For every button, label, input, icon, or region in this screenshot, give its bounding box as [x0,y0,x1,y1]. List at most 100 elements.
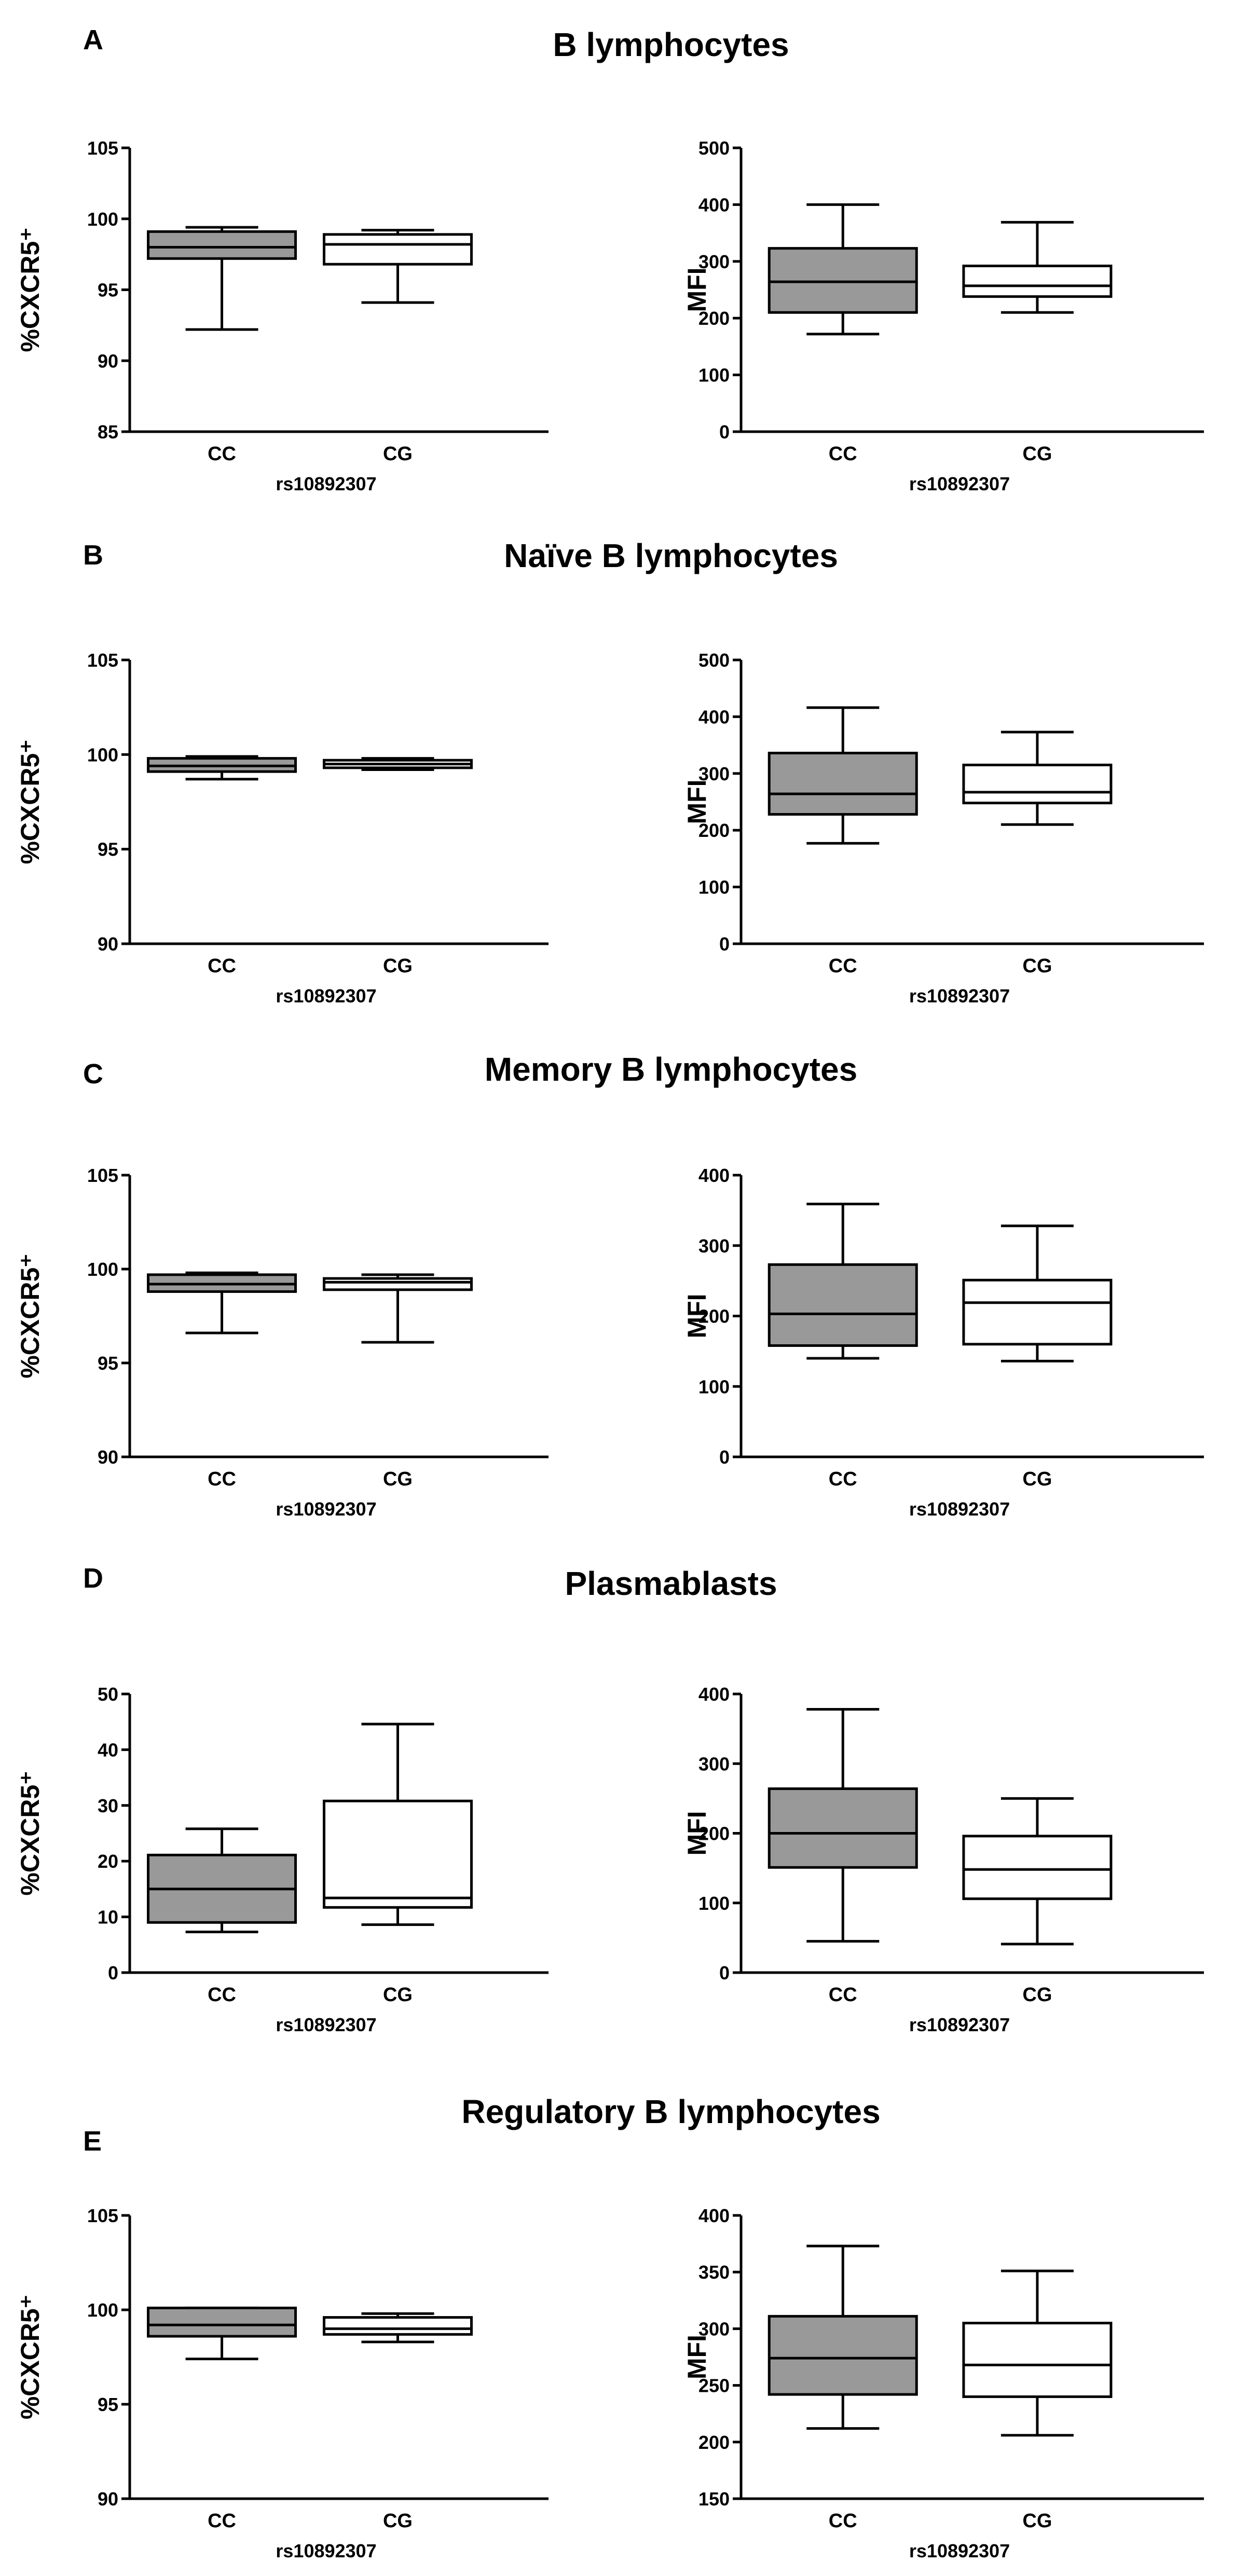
y-tick-label: 90 [98,350,118,371]
box-iqr-cg [322,233,473,266]
y-tick-label: 200 [698,2432,730,2453]
box-iqr-cc [768,1263,918,1347]
panel-title-e: Regulatory B lymphocytes [461,2093,880,2130]
y-tick-label: 300 [698,763,730,784]
boxplot-e-left: 90 95 100 105 %CXCR5⁺ CC CG rs10892307 [16,2205,549,2561]
y-tick-label: 100 [698,1893,730,1914]
y-tick-label: 400 [698,1684,730,1705]
y-tick-label: 100 [87,2299,118,2321]
y-tick-label: 90 [98,1447,118,1468]
x-category-label-cg: CG [1022,443,1052,465]
y-axis-title: MFI [682,1293,711,1338]
boxplot-e-right: 150 200 250 300 350 400 MFI CC CG rs10892307 [682,2205,1204,2561]
x-category-label-cg: CG [1022,1468,1052,1490]
x-category-label-cg: CG [383,443,413,465]
panel-letter-d: D [83,1563,103,1594]
y-tick-label: 0 [719,933,730,955]
panel-letter-e: E [83,2126,102,2157]
x-axis-title: rs10892307 [276,2540,376,2561]
y-tick-label: 200 [698,820,730,841]
box-iqr-cc [768,1787,918,1869]
y-tick-label: 100 [87,744,118,765]
x-category-label-cg: CG [1022,2510,1052,2532]
x-category-label-cc: CC [208,1468,236,1490]
x-category-label-cc: CC [208,1984,236,2006]
y-tick-label: 90 [98,933,118,955]
x-axis-title: rs10892307 [276,473,376,494]
box-iqr-cc [768,2315,918,2396]
y-tick-label: 105 [87,2205,118,2226]
y-tick-label: 400 [698,194,730,215]
y-tick-label: 150 [698,2488,730,2510]
y-tick-label: 90 [98,2488,118,2510]
x-axis-title: rs10892307 [276,1498,376,1520]
box-iqr-cg [322,2316,473,2336]
box-iqr-cc [147,230,297,260]
y-axis-title: %CXCR5⁺ [16,1253,45,1378]
y-tick-label: 105 [87,650,118,671]
y-tick-label: 85 [98,421,118,443]
box-iqr-cg [962,763,1113,805]
box-iqr-cc [768,247,918,314]
y-tick-label: 0 [719,1447,730,1468]
x-category-label-cc: CC [829,1984,857,2006]
y-tick-label: 200 [698,1306,730,1327]
y-tick-label: 95 [98,2394,118,2415]
x-category-label-cg: CG [1022,955,1052,977]
x-axis-title: rs10892307 [276,2014,376,2035]
y-axis-title: %CXCR5⁺ [16,739,45,864]
y-tick-label: 250 [698,2375,730,2396]
y-tick-label: 0 [108,1962,118,1983]
y-axis-title: %CXCR5⁺ [16,1771,45,1895]
x-axis-title: rs10892307 [909,1498,1010,1520]
y-tick-label: 0 [719,1962,730,1983]
y-axis-title: MFI [682,1811,711,1855]
y-tick-label: 95 [98,280,118,301]
x-category-label-cg: CG [1022,1984,1052,2006]
x-axis-title: rs10892307 [909,2540,1010,2561]
panel-letter-a: A [83,24,103,56]
panel-title-c: Memory B lymphocytes [485,1051,857,1088]
boxplot-a-left: 85 90 95 100 105 %CXCR5⁺ CC CG rs10892307 [16,137,549,494]
y-tick-label: 500 [698,137,730,159]
x-category-label-cg: CG [383,955,413,977]
boxplot-a-right: 0 100 200 300 400 500 MFI CC CG rs10892307 [682,137,1204,494]
y-tick-label: 300 [698,251,730,272]
y-tick-label: 100 [698,1376,730,1397]
y-axis-title: %CXCR5⁺ [16,2295,45,2419]
x-category-label-cc: CC [829,443,857,465]
y-tick-label: 200 [698,308,730,329]
boxplot-b-right: 0 100 200 300 400 500 MFI CC CG rs10892307 [682,650,1204,1007]
y-tick-label: 100 [698,365,730,386]
x-category-label-cc: CC [208,955,236,977]
y-axis-title: MFI [682,2335,711,2379]
y-tick-label: 200 [698,1823,730,1844]
box-iqr-cc [768,751,918,816]
x-category-label-cg: CG [383,1984,413,2006]
y-tick-label: 500 [698,650,730,671]
y-tick-label: 95 [98,839,118,860]
y-tick-label: 100 [87,209,118,230]
panel-title-b: Naïve B lymphocytes [504,537,838,574]
x-axis-title: rs10892307 [909,473,1010,494]
box-iqr-cg [962,1278,1113,1346]
x-category-label-cg: CG [383,2510,413,2532]
box-iqr-cc [147,2306,297,2338]
boxplot-b-left: 90 95 100 105 %CXCR5⁺ CC CG rs10892307 [16,650,549,1007]
plots-layer: 85 90 95 100 105 %CXCR5⁺ CC CG rs10892307 0 100 200… [16,137,1204,2561]
x-category-label-cc: CC [829,955,857,977]
x-category-label-cg: CG [383,1468,413,1490]
box-iqr-cg [322,1277,473,1291]
boxplot-c-right: 0 100 200 300 400 MFI CC CG rs10892307 [682,1165,1204,1520]
x-category-label-cc: CC [208,443,236,465]
y-tick-label: 400 [698,706,730,727]
y-tick-label: 300 [698,1235,730,1257]
y-tick-label: 105 [87,137,118,159]
panel-letter-b: B [83,540,103,571]
y-tick-label: 95 [98,1353,118,1374]
y-tick-label: 100 [87,1259,118,1280]
y-tick-label: 0 [719,421,730,443]
panel-title-d: Plasmablasts [565,1565,777,1602]
x-category-label-cc: CC [208,2510,236,2532]
